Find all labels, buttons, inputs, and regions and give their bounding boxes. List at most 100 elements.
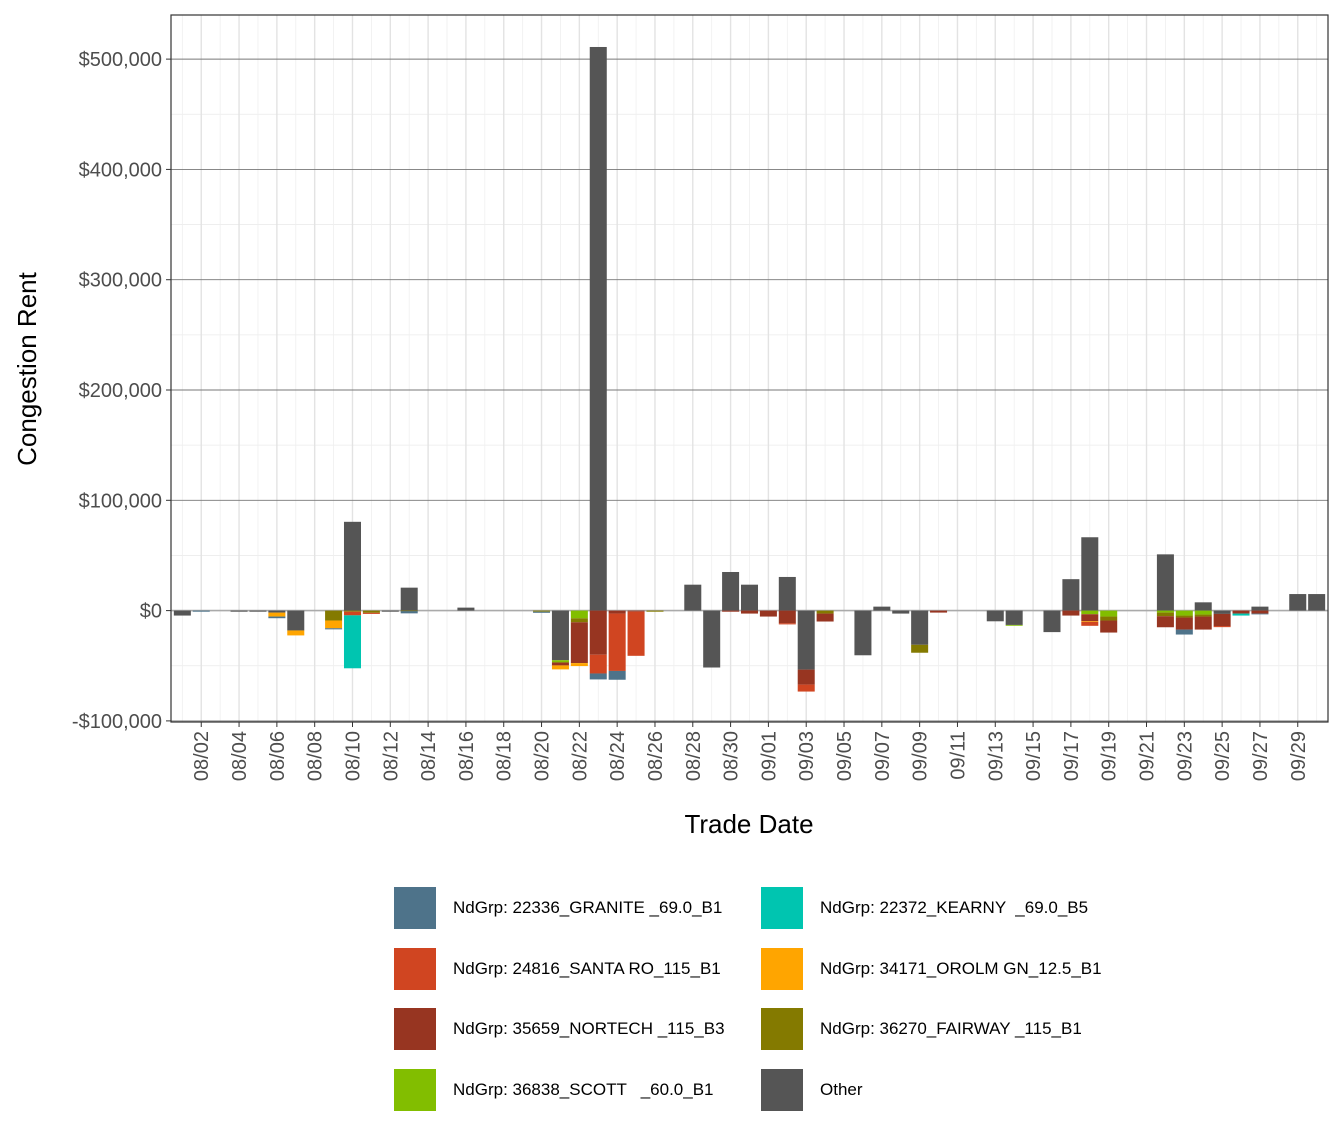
y-tick-label: $500,000	[79, 49, 162, 71]
bar-segment-ndgrp-22336-granite-69-0-b1-08-13	[400, 611, 418, 614]
bar-segment-ndgrp-24816-santa-ro-115-b1-08-25	[627, 611, 645, 656]
bar-segment-other-08-05	[249, 610, 267, 612]
x-tick-label: 08/08	[305, 731, 327, 781]
x-tick-label: 08/26	[645, 731, 667, 781]
y-tick-label: $100,000	[79, 490, 162, 512]
x-tick-label: 08/02	[191, 731, 213, 781]
bar-segment-other-09-09	[911, 610, 929, 645]
x-tick-label: 08/14	[418, 731, 440, 781]
bar-segment-ndgrp-35659-nortech-115-b3-08-21	[551, 662, 569, 666]
x-tick-label: 09/27	[1250, 731, 1272, 781]
bar-segment-other-09-13	[986, 610, 1004, 622]
bar-segment-ndgrp-35659-nortech-115-b3-09-25	[1213, 613, 1231, 627]
bar-segment-ndgrp-34171-orolm-gn-12-5-b1-08-09	[325, 620, 343, 629]
legend-key	[394, 947, 436, 990]
bar-segment-ndgrp-34171-orolm-gn-12-5-b1-09-18	[1081, 621, 1099, 622]
y-axis: -$100,000 $0 $100,000 $200,000 $300,000 $400,…	[72, 49, 171, 733]
bar-segment-ndgrp-22336-granite-69-0-b1-08-23	[589, 673, 607, 680]
bar-segment-other-09-27	[1251, 606, 1269, 611]
x-tick-label: 08/30	[721, 731, 743, 781]
bar-segment-ndgrp-36270-fairway-115-b1-08-09	[325, 610, 343, 621]
bar-segment-ndgrp-24816-santa-ro-115-b1-08-23	[589, 654, 607, 674]
bar-segment-other-08-01	[173, 610, 191, 616]
bar-segment-ndgrp-24816-santa-ro-115-b1-09-03	[797, 684, 815, 692]
bar-segment-ndgrp-34171-orolm-gn-12-5-b1-08-07	[287, 630, 305, 636]
x-tick-label: 09/01	[758, 731, 780, 781]
bar-segment-ndgrp-22336-granite-69-0-b1-09-27	[1251, 613, 1269, 615]
x-tick-label: 09/19	[1099, 731, 1121, 781]
x-tick-label: 09/23	[1174, 731, 1196, 781]
bar-segment-other-09-08	[892, 610, 910, 614]
bar-segment-other-08-16	[457, 607, 475, 611]
x-tick-label: 08/06	[267, 731, 289, 781]
bar-segment-ndgrp-22336-granite-69-0-b1-08-09	[325, 628, 343, 630]
legend-label: NdGrp: 24816_SANTA RO_115_B1	[453, 958, 721, 978]
bar-segment-ndgrp-34171-orolm-gn-12-5-b1-08-06	[268, 612, 286, 617]
bar-segment-other-08-07	[287, 610, 305, 631]
legend-item: NdGrp: 36838_SCOTT _60.0_B1	[394, 1069, 714, 1112]
legend-key	[394, 1008, 436, 1051]
bar-segment-ndgrp-35659-nortech-115-b3-09-18	[1081, 614, 1099, 622]
legend-item: NdGrp: 22336_GRANITE _69.0_B1	[394, 887, 722, 929]
bar-segment-ndgrp-35659-nortech-115-b3-08-25	[627, 610, 645, 612]
x-tick-label: 09/07	[872, 731, 894, 781]
bar-segment-other-08-30	[722, 571, 740, 611]
bar-segment-other-08-28	[684, 584, 702, 611]
bar-segment-ndgrp-35659-nortech-115-b3-09-10	[930, 610, 948, 613]
bar-segment-other-09-06	[854, 610, 872, 656]
bars	[173, 46, 1326, 692]
legend-key	[761, 1008, 803, 1051]
bar-segment-ndgrp-35659-nortech-115-b3-09-17	[1062, 610, 1080, 616]
x-tick-label: 08/04	[229, 731, 251, 781]
bar-segment-ndgrp-36270-fairway-115-b1-09-19	[1100, 616, 1118, 621]
bar-segment-ndgrp-34171-orolm-gn-12-5-b1-08-21	[551, 665, 569, 670]
legend-label: NdGrp: 34171_OROLM GN_12.5_B1	[820, 958, 1102, 978]
legend-label: NdGrp: 22372_KEARNY _69.0_B5	[820, 898, 1089, 917]
x-tick-label: 09/11	[947, 731, 969, 780]
bar-segment-ndgrp-24816-santa-ro-115-b1-09-18	[1081, 621, 1099, 626]
bar-segment-ndgrp-36838-scott-60-0-b1-09-23	[1175, 610, 1193, 616]
x-tick-label: 09/03	[796, 731, 818, 781]
bar-segment-ndgrp-35659-nortech-115-b3-09-03	[797, 669, 815, 685]
bar-segment-other-08-10	[343, 521, 361, 611]
legend-item: NdGrp: 24816_SANTA RO_115_B1	[394, 947, 721, 990]
bar-segment-other-09-03	[797, 610, 815, 670]
bar-segment-ndgrp-36838-scott-60-0-b1-08-22	[570, 610, 588, 619]
legend-key	[394, 1069, 436, 1112]
bar-segment-ndgrp-22336-granite-69-0-b1-08-24	[608, 670, 626, 680]
legend-item: NdGrp: 36270_FAIRWAY _115_B1	[761, 1008, 1082, 1051]
bar-segment-ndgrp-22336-granite-69-0-b1-08-20	[533, 611, 551, 613]
legend-item: NdGrp: 34171_OROLM GN_12.5_B1	[761, 947, 1102, 990]
bar-segment-ndgrp-35659-nortech-115-b3-08-30	[722, 610, 740, 612]
x-tick-label: 09/29	[1288, 731, 1310, 781]
bar-segment-ndgrp-34171-orolm-gn-12-5-b1-08-22	[570, 663, 588, 667]
bar-segment-ndgrp-22372-kearny-69-0-b5-09-26	[1232, 613, 1250, 616]
bar-segment-ndgrp-35659-nortech-115-b3-09-04	[816, 613, 834, 622]
y-tick-label: $0	[140, 601, 162, 623]
bar-segment-ndgrp-36270-fairway-115-b1-08-11	[362, 610, 380, 613]
legend-key	[761, 887, 803, 929]
bar-segment-ndgrp-36270-fairway-115-b1-08-26	[646, 610, 664, 612]
bar-segment-other-09-29	[1289, 594, 1307, 611]
legend-key	[394, 887, 436, 929]
bar-segment-other-08-29	[703, 610, 721, 668]
bar-segment-ndgrp-35659-nortech-115-b3-08-24	[608, 610, 626, 614]
x-tick-label: 08/22	[569, 731, 591, 781]
x-tick-label: 09/09	[910, 731, 932, 781]
legend-item: NdGrp: 35659_NORTECH _115_B3	[394, 1008, 725, 1051]
bar-segment-ndgrp-35659-nortech-115-b3-08-23	[589, 610, 607, 655]
bar-segment-ndgrp-36270-fairway-115-b1-08-22	[570, 618, 588, 623]
legend-item: NdGrp: 22372_KEARNY _69.0_B5	[761, 887, 1088, 929]
x-tick-label: 08/10	[342, 731, 364, 781]
legend-item: Other	[761, 1069, 863, 1112]
bar-segment-other-09-22	[1156, 554, 1174, 611]
bar-segment-ndgrp-22336-granite-69-0-b1-08-06	[268, 616, 286, 619]
bar-segment-ndgrp-36270-fairway-115-b1-09-04	[816, 610, 834, 614]
bar-segment-ndgrp-36270-fairway-115-b1-09-22	[1156, 612, 1174, 617]
y-tick-label: $300,000	[79, 270, 162, 292]
x-tick-label: 09/15	[1023, 731, 1045, 781]
bar-segment-other-09-02	[778, 576, 796, 611]
x-tick-label: 09/25	[1212, 731, 1234, 781]
bar-segment-ndgrp-36838-scott-60-0-b1-09-24	[1194, 610, 1212, 615]
legend-label: NdGrp: 36270_FAIRWAY _115_B1	[820, 1019, 1082, 1039]
